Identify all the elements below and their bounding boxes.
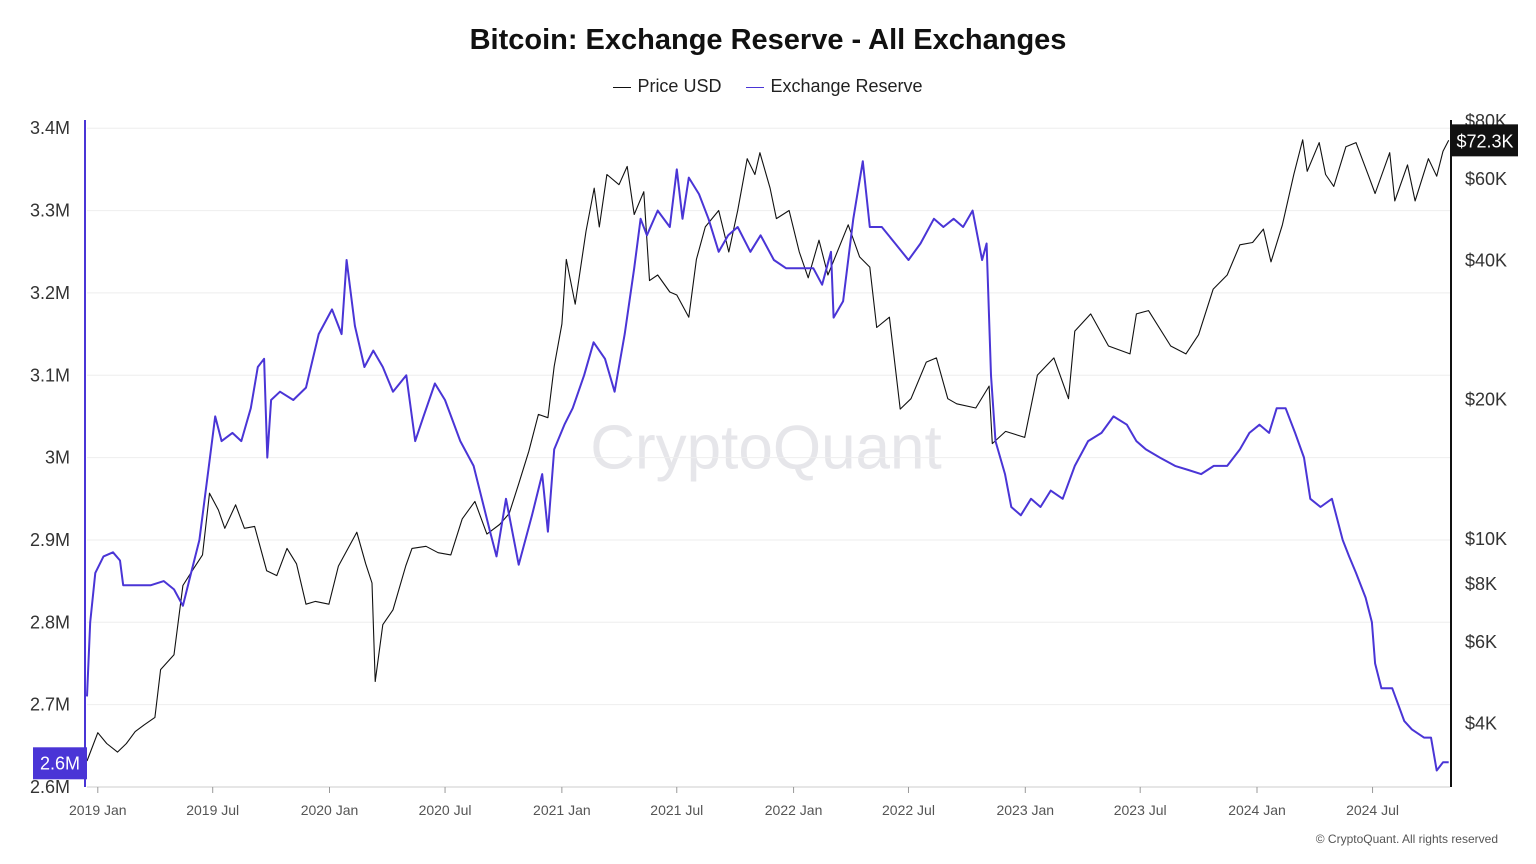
- x-tick-label: 2021 Jan: [533, 802, 591, 818]
- x-tick-label: 2021 Jul: [650, 802, 703, 818]
- left-tick-label: 2.6M: [30, 777, 70, 797]
- x-tick-label: 2024 Jul: [1346, 802, 1399, 818]
- legend-item-price[interactable]: Price USD: [613, 76, 721, 97]
- legend-label-price: Price USD: [637, 76, 722, 96]
- chart-title: Bitcoin: Exchange Reserve - All Exchange…: [469, 24, 1067, 56]
- right-tick-label: $8K: [1465, 574, 1497, 594]
- right-tick-label: $40K: [1465, 250, 1507, 270]
- right-tick-label: $60K: [1465, 169, 1507, 189]
- left-tick-label: 2.9M: [30, 530, 70, 550]
- reserve-last-value-badge: [33, 747, 87, 780]
- left-tick-label: 3.4M: [30, 118, 70, 138]
- grid-lines: [87, 127, 1450, 788]
- x-tick-label: 2019 Jan: [69, 802, 127, 818]
- reserve-last-value-label: 2.6M: [40, 753, 80, 773]
- legend-swatch-reserve: [746, 86, 765, 88]
- x-tick-label: 2024 Jan: [1228, 802, 1286, 818]
- copyright-text: © CryptoQuant. All rights reserved: [1315, 832, 1498, 846]
- x-tick-label: 2023 Jan: [996, 802, 1054, 818]
- x-axis: 2019 Jan 2019 Jul 2020 Jan 2020 Jul 2021 Jan…: [69, 786, 1450, 818]
- last-value-badges: 2.6M $72.3K: [33, 124, 1518, 780]
- x-tick-label: 2022 Jul: [882, 802, 935, 818]
- price-last-value-label: $72.3K: [1456, 131, 1513, 151]
- right-tick-label: $4K: [1465, 713, 1497, 733]
- left-tick-label: 3.3M: [30, 201, 70, 221]
- right-tick-label: $10K: [1465, 529, 1507, 549]
- legend-label-reserve: Exchange Reserve: [770, 76, 923, 96]
- left-tick-label: 2.7M: [30, 695, 70, 715]
- right-axis: $4K$6K$8K$10K$20K$40K$60K$80K: [1450, 111, 1507, 787]
- watermark: CryptoQuant: [590, 413, 942, 482]
- chart-legend: Price USD Exchange Reserve: [0, 76, 1536, 97]
- x-tick-label: 2019 Jul: [186, 802, 239, 818]
- price-last-value-badge: [1452, 124, 1518, 157]
- left-tick-label: 3.1M: [30, 365, 70, 385]
- left-axis: 2.6M 2.7M 2.8M 2.9M 3M 3.1M 3.2M 3.3M 3.4M: [30, 118, 86, 797]
- series-line-reserve: [86, 160, 1449, 772]
- series-line-price: [86, 139, 1450, 762]
- x-tick-label: 2022 Jan: [765, 802, 823, 818]
- x-tick-label: 2020 Jul: [419, 802, 472, 818]
- x-tick-label: 2020 Jan: [301, 802, 359, 818]
- left-tick-label: 3.2M: [30, 283, 70, 303]
- left-tick-label: 2.8M: [30, 612, 70, 632]
- legend-item-reserve[interactable]: Exchange Reserve: [746, 76, 923, 97]
- x-tick-label: 2023 Jul: [1114, 802, 1167, 818]
- right-tick-label: $6K: [1465, 632, 1497, 652]
- left-tick-label: 3M: [45, 448, 70, 468]
- right-tick-label: $20K: [1465, 390, 1507, 410]
- legend-swatch-price: [613, 86, 632, 88]
